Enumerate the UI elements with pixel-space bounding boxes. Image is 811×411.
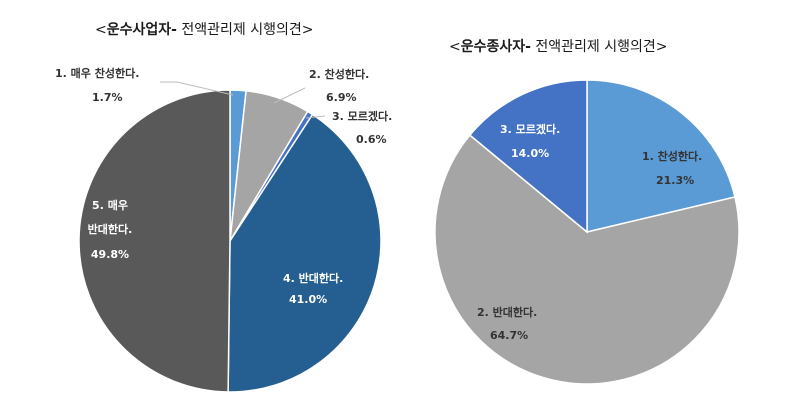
chart1-leader-slice3 xyxy=(305,115,326,119)
chart1-leader-slice2 xyxy=(273,87,306,104)
chart2-slice1-value: 21.3% xyxy=(656,174,694,187)
chart1-slice1-value: 1.7% xyxy=(92,91,123,104)
chart1-slice3-label: 3. 모르겠다. xyxy=(332,109,392,123)
chart2-title-bold: 운수종사자- xyxy=(461,39,531,55)
chart1-slice1-label: 1. 매우 찬성한다. xyxy=(55,66,139,80)
chart2-pie xyxy=(434,79,740,385)
chart2-slice2-value: 64.7% xyxy=(490,329,528,342)
chart1-slice5-label-line2: 반대한다. xyxy=(88,222,133,236)
chart1-slice2-label: 2. 찬성한다. xyxy=(309,67,369,81)
chart1-slice4-label: 4. 반대한다. xyxy=(283,271,343,285)
chart1-slice3-value: 0.6% xyxy=(356,133,387,146)
chart1-title: <운수사업자- 전액관리제 시행의견> xyxy=(95,22,314,38)
chart2-slice-2 xyxy=(434,134,740,385)
chart2-slice3-label: 3. 모르겠다. xyxy=(500,122,560,136)
chart1-leader-slice1 xyxy=(160,81,234,96)
chart1-title-rest: 전액관리제 시행의견 xyxy=(177,22,302,38)
chart2-slice3-value: 14.0% xyxy=(511,147,549,160)
chart1-slice-4 xyxy=(227,113,382,393)
chart1-title-bold: 운수사업자- xyxy=(107,22,177,38)
chart1-slice4-value: 41.0% xyxy=(289,293,327,306)
chart2-slice-1 xyxy=(586,79,736,233)
chart2-slice1-label: 1. 찬성한다. xyxy=(642,149,702,163)
chart2-title-rest: 전액관리제 시행의견 xyxy=(531,39,656,55)
chart1-pie xyxy=(78,89,382,393)
chart2-slice-3 xyxy=(468,79,588,234)
chart1-slice5-value: 49.8% xyxy=(91,248,129,261)
chart2-slice2-label: 2. 반대한다. xyxy=(477,305,537,319)
chart2-title: <운수종사자- 전액관리제 시행의견> xyxy=(449,39,668,55)
chart1-slice-5 xyxy=(78,89,231,393)
chart1-slice2-value: 6.9% xyxy=(326,91,357,104)
chart1-slice5-label-line1: 5. 매우 xyxy=(92,198,128,212)
